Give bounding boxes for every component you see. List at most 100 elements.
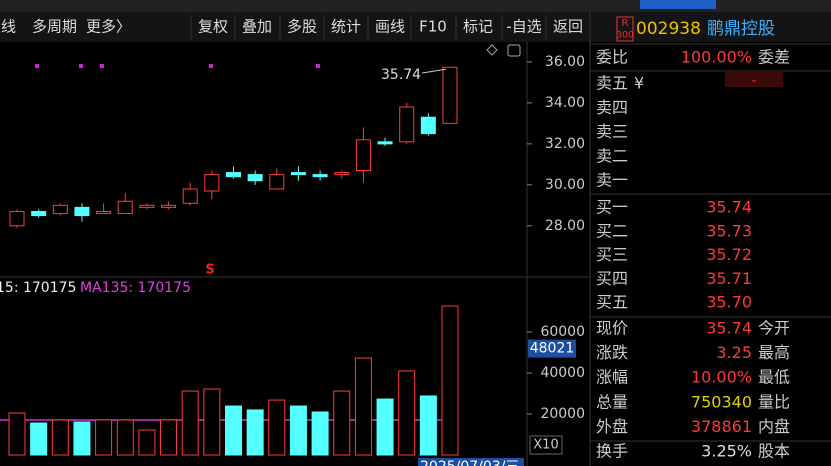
sell-label: 卖二: [596, 146, 628, 165]
volume-bar: [311, 411, 329, 456]
markers: [35, 64, 320, 68]
candle-body: [96, 210, 112, 215]
buy-label: 买四: [596, 269, 628, 288]
stat-label: 内盘: [758, 417, 790, 436]
collapse-button[interactable]: [725, 72, 783, 87]
buy-price: 35.72: [706, 245, 752, 264]
candle-body: [312, 174, 328, 178]
buy-label: 买五: [596, 293, 628, 312]
buy-label: 买三: [596, 245, 628, 264]
ma-label: 15: 170175: [0, 280, 76, 296]
candle-body: [31, 210, 47, 217]
stat-label: 换手: [596, 442, 628, 461]
toolbar-button[interactable]: F10: [419, 18, 447, 36]
volume-bar: [160, 419, 178, 456]
stat-label: 总量: [596, 392, 628, 411]
volume-bar: [441, 305, 459, 456]
volume-bar: [289, 405, 307, 456]
stock-code: 002938: [636, 19, 701, 39]
active-tab: [640, 0, 716, 9]
candle-body: [399, 106, 415, 143]
stat-label: 最高: [758, 343, 790, 362]
row-label: 委差: [758, 48, 790, 67]
volume-bar: [268, 399, 286, 456]
stat-label: 现价: [596, 319, 628, 338]
stat-value: 10.00%: [691, 368, 752, 387]
candle-body: [52, 204, 68, 215]
volume-bar: [203, 388, 221, 456]
buy-label: 买一: [596, 198, 628, 217]
toolbar-item[interactable]: 更多〉: [86, 18, 131, 36]
sell-label: 卖一: [596, 171, 628, 190]
volume-bar: [246, 409, 264, 456]
row-value: 100.00%: [681, 48, 752, 67]
stat-label: 量比: [758, 392, 790, 411]
annotation: 35.74: [381, 67, 421, 83]
stat-label: 股本: [758, 442, 790, 461]
top-strip: [0, 0, 831, 12]
buy-price: 35.70: [706, 293, 752, 312]
stat-label: 涨幅: [596, 368, 628, 387]
buy-label: 买二: [596, 221, 628, 240]
toolbar-button[interactable]: 标记: [463, 18, 493, 36]
candle-body: [226, 172, 241, 178]
toolbar-item[interactable]: 日线: [0, 18, 16, 36]
toolbar-button[interactable]: 复权: [198, 18, 228, 36]
currency: ¥: [634, 74, 644, 93]
row-label: 委比: [596, 48, 628, 67]
y-tick-label: 60000: [540, 324, 585, 340]
sell-label: 卖三: [596, 122, 628, 141]
buy-price: 35.71: [706, 269, 752, 288]
y-tick-label: 36.00: [545, 54, 585, 70]
candle-body: [377, 141, 393, 145]
annotation-arrow: [421, 68, 447, 74]
volume-bar: [116, 419, 134, 456]
toolbar-button[interactable]: -自选: [506, 18, 541, 36]
candle-body: [182, 188, 198, 204]
candle-body: [9, 210, 25, 227]
candle-body: [204, 174, 220, 192]
window-icon[interactable]: [507, 44, 521, 57]
sell-label: 卖五: [596, 74, 628, 93]
toolbar-button[interactable]: 画线: [375, 18, 405, 36]
stock-name: 鹏鼎控股: [707, 19, 775, 39]
scale-label: X10: [533, 438, 558, 453]
y-tick-label: 20000: [540, 406, 585, 422]
y-tick-label: 32.00: [545, 136, 585, 152]
stat-value: 750340: [691, 392, 752, 411]
volume-bar: [376, 398, 394, 456]
candle-body: [420, 116, 436, 135]
volume-bar: [225, 405, 242, 456]
date-box: [418, 458, 524, 466]
toolbar: [0, 12, 831, 42]
toolbar-button[interactable]: 返回: [553, 18, 583, 36]
ma-label: MA135: 170175: [80, 280, 191, 296]
y-tick-label: 28.00: [545, 218, 585, 234]
volume-bar: [398, 370, 416, 456]
volume-bar: [181, 390, 199, 456]
volume-bar: [354, 357, 372, 456]
toolbar-item[interactable]: 多周期: [32, 18, 77, 36]
volume-bar: [51, 419, 69, 456]
collapse-icon[interactable]: ⌄: [750, 74, 758, 85]
badge-text: R: [622, 18, 629, 29]
stat-label: 涨跌: [596, 343, 628, 362]
y-tick-label: 40000: [540, 365, 585, 381]
toolbar-button[interactable]: 多股: [287, 18, 317, 36]
toolbar-button[interactable]: 叠加: [242, 18, 272, 36]
candle-body: [161, 204, 177, 208]
candle-body: [74, 206, 90, 217]
stat-value: 378861: [691, 417, 752, 436]
diamond-icon[interactable]: [486, 44, 498, 56]
cursor-box: [528, 339, 576, 358]
stat-label: 今开: [758, 319, 790, 338]
volume-bar: [8, 412, 26, 456]
volume-bar: [419, 395, 437, 456]
toolbar-button[interactable]: 统计: [331, 18, 361, 36]
stat-value: 3.25%: [701, 442, 752, 461]
stat-value: 3.25: [716, 343, 752, 362]
badge-text: 300: [616, 31, 633, 41]
stat-value: 35.74: [706, 319, 752, 338]
candle-body: [247, 174, 263, 182]
